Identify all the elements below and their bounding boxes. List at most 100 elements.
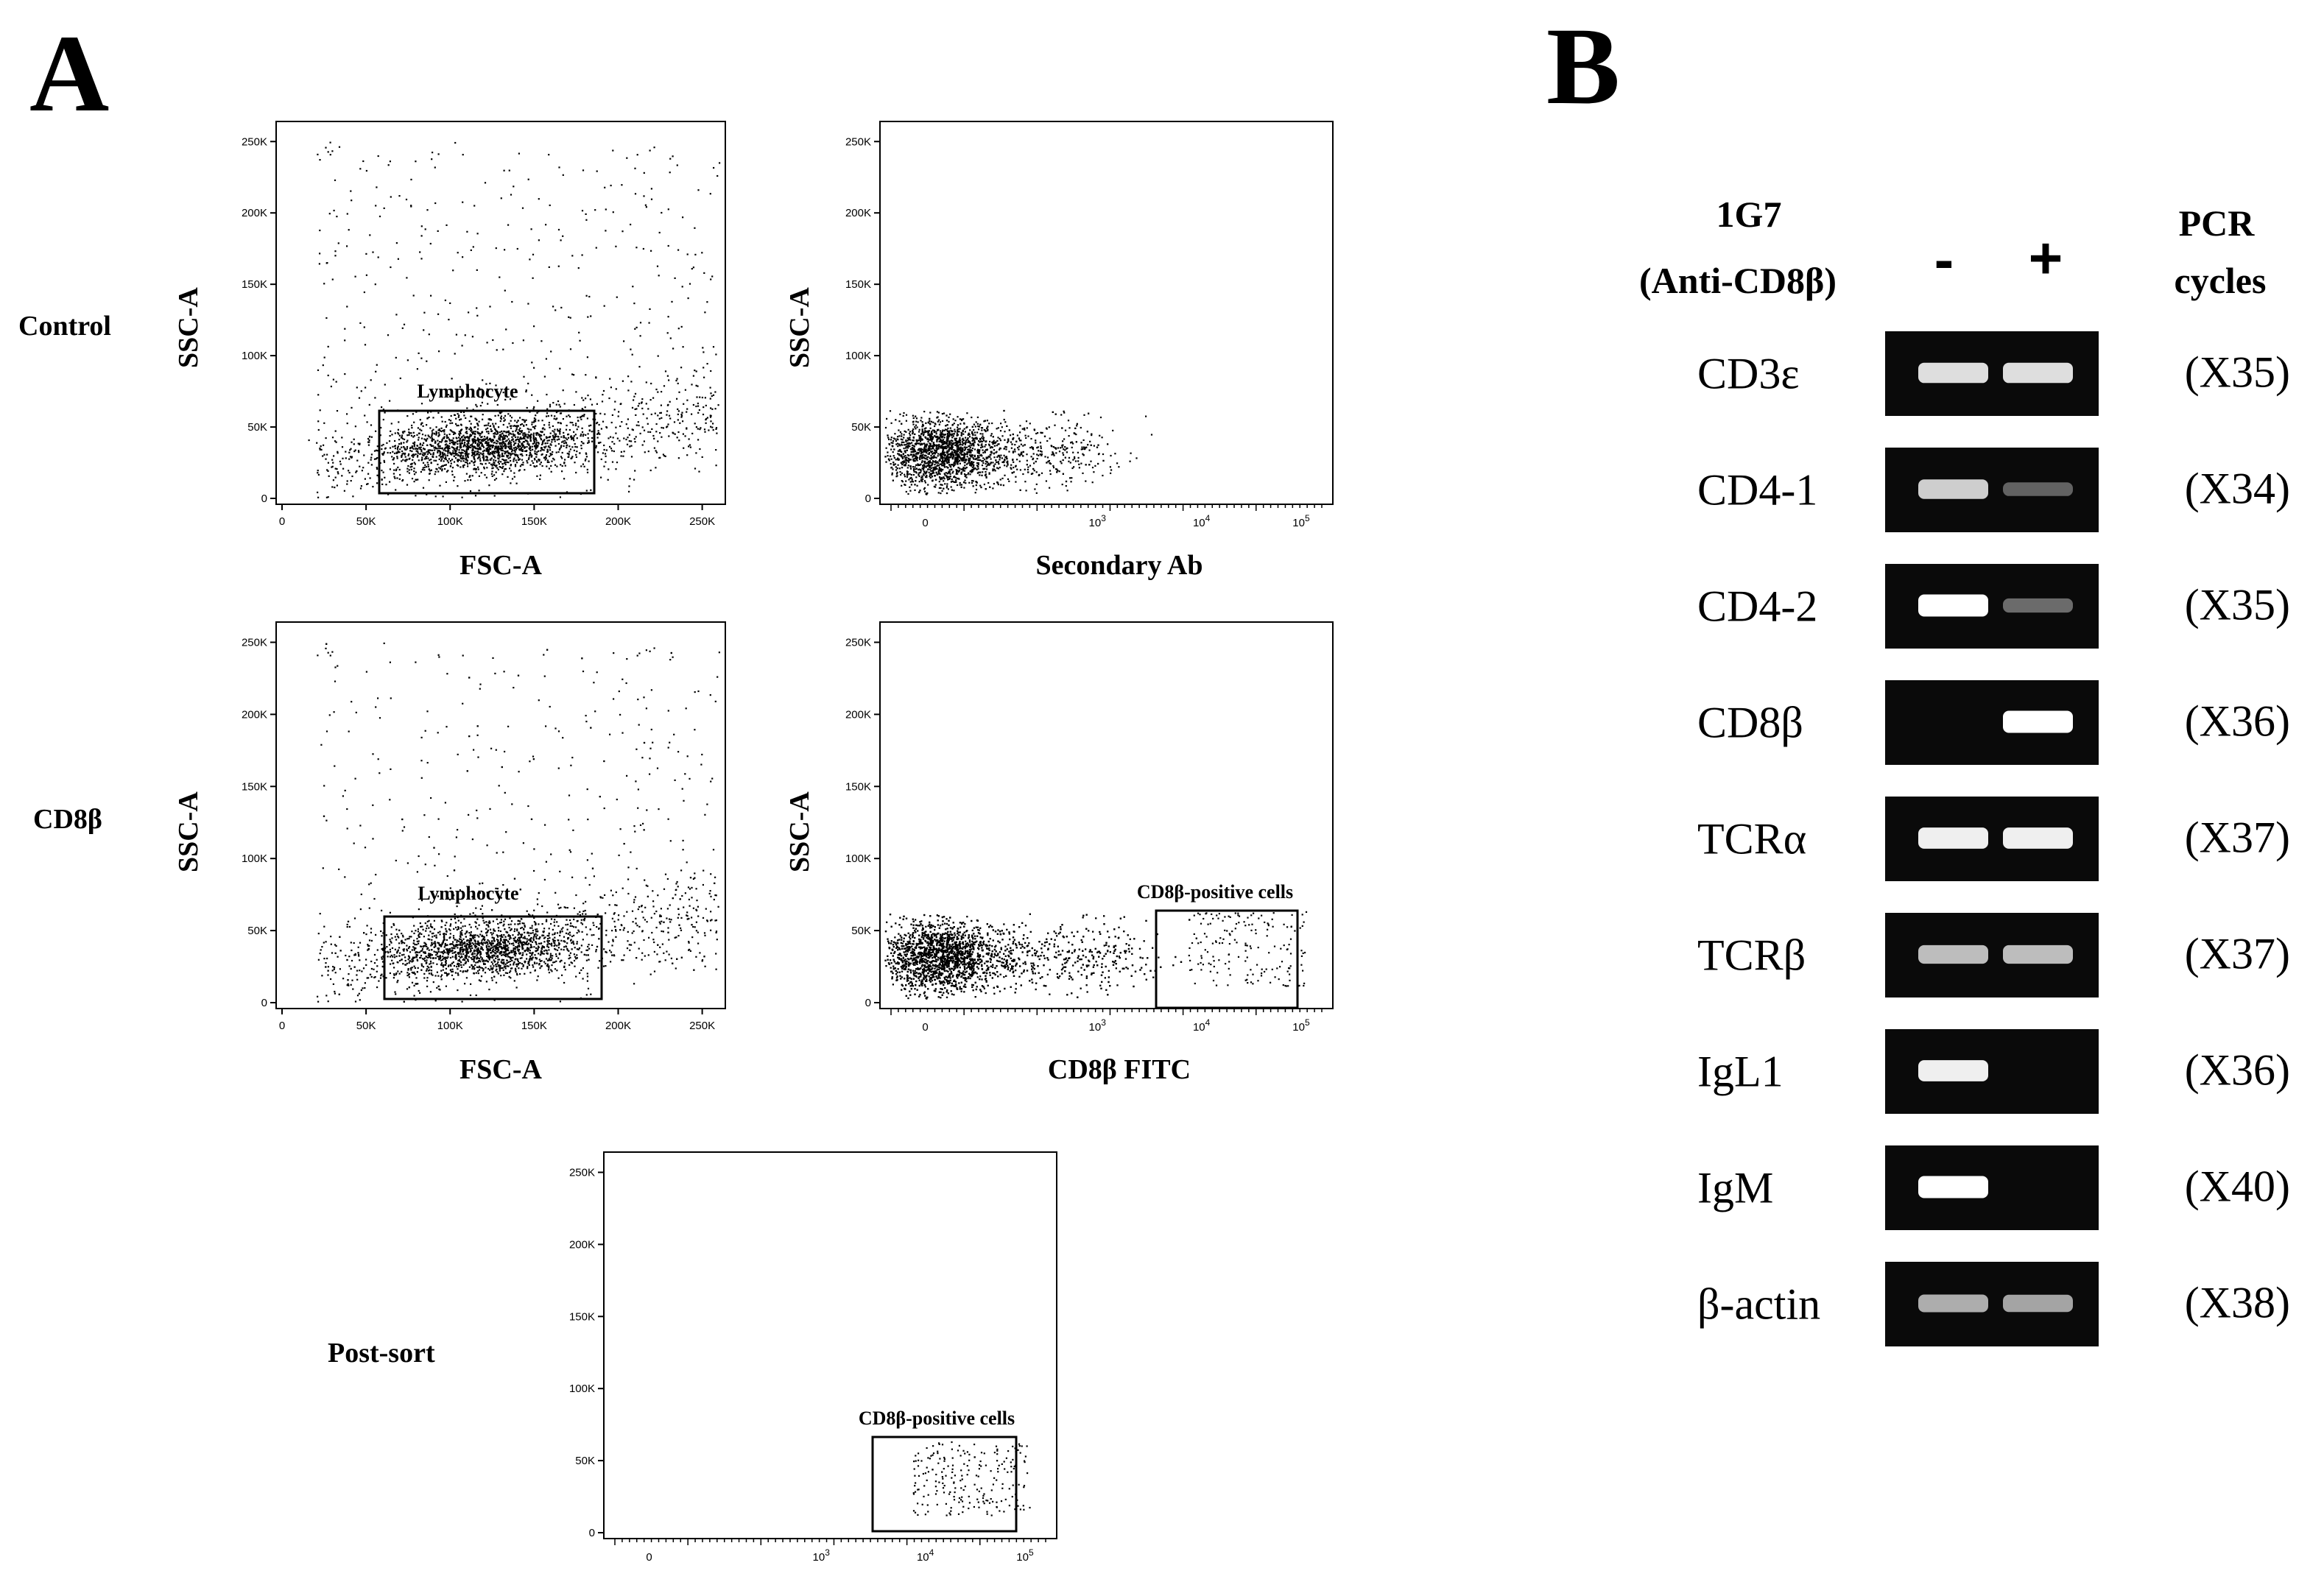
x-axis-label-control-fsc: FSC-A	[459, 550, 542, 581]
gel-cycles-label: (X35)	[2185, 348, 2290, 397]
flow-plot-control-secondary	[879, 121, 1334, 505]
gel-gene-label: TCRβ	[1697, 931, 1806, 980]
gel-band	[2003, 944, 2073, 964]
x-tick-label: 250K	[689, 1020, 715, 1032]
x-tick-label: 50K	[356, 515, 376, 528]
y-tick-label: 50K	[851, 421, 871, 434]
x-tick-label: 250K	[689, 515, 715, 528]
row-label-control: Control	[18, 311, 111, 342]
x-axis-label-cd8b-fitc: CD8β FITC	[1048, 1054, 1191, 1085]
gel-header-cycles: cycles	[2175, 260, 2267, 301]
y-axis-label-cd8b-fsc: SSC-A	[173, 791, 204, 872]
x-tick-label: 150K	[521, 1020, 547, 1032]
gel-band	[1918, 944, 1988, 964]
gel-cycles-label: (X38)	[2185, 1279, 2290, 1327]
y-tick-label: 200K	[242, 207, 267, 219]
gate-label-cd8b-positive: CD8β-positive cells	[1137, 881, 1293, 903]
x-tick-label: 200K	[605, 1020, 631, 1032]
y-tick-label: 150K	[845, 278, 871, 291]
dots-control-secondary	[884, 409, 1153, 495]
y-tick-label: 150K	[242, 780, 267, 793]
y-tick-label: 250K	[845, 636, 871, 649]
x-tick-label: 0	[646, 1551, 652, 1564]
flow-plot-post-sort	[603, 1151, 1057, 1539]
gel-row: CD3ε (X35)	[1697, 331, 2290, 416]
gel-row: IgM (X40)	[1697, 1145, 2290, 1230]
x-axis-label-cd8b-fsc: FSC-A	[459, 1054, 542, 1085]
gel-cycles-label: (X37)	[2185, 813, 2290, 862]
gel-header-pcr: PCR	[2179, 202, 2256, 244]
gel-cycles-label: (X36)	[2185, 697, 2290, 746]
gel-gene-label: β-actin	[1697, 1280, 1820, 1329]
row-label-post-sort: Post-sort	[328, 1338, 435, 1369]
gel-header-plus: +	[2029, 225, 2063, 291]
flow-plot-control-fsc	[275, 121, 726, 505]
gel-band	[2003, 827, 2073, 849]
dots-cd8b-fitc	[884, 911, 1308, 1000]
gel-row: TCRα (X37)	[1697, 797, 2290, 881]
gel-cycles-label: (X35)	[2185, 581, 2290, 629]
gel-row: β-actin (X38)	[1697, 1262, 2290, 1346]
x-tick-label: 105	[1292, 1017, 1310, 1034]
gel-band	[2003, 710, 2073, 733]
x-tick-label: 105	[1016, 1547, 1034, 1564]
y-tick-label: 200K	[242, 708, 267, 721]
x-tick-label: 0	[922, 1021, 928, 1034]
gel-row: TCRβ (X37)	[1697, 913, 2290, 998]
y-tick-label: 100K	[845, 852, 871, 865]
gel-lane-image	[1885, 1145, 2099, 1230]
axis-ticks: 0 50K 100K 150K 200K 250K 0 50K 100K 150K 200K 250K…	[242, 135, 1323, 1564]
y-tick-label: 50K	[247, 925, 267, 937]
gel-header-anti-cd8b: (Anti-CD8β)	[1639, 260, 1837, 301]
x-tick-label: 103	[1089, 513, 1107, 529]
gel-gene-label: TCRα	[1697, 815, 1806, 864]
x-tick-label: 100K	[437, 1020, 463, 1032]
x-tick-label: 103	[1089, 1017, 1107, 1034]
x-tick-label: 100K	[437, 515, 463, 528]
y-tick-label: 0	[865, 997, 871, 1009]
gel-band	[2003, 1294, 2073, 1313]
gel-band	[2003, 362, 2073, 384]
gel-band	[1918, 1060, 1988, 1081]
flow-plot-cd8b-fsc	[275, 621, 726, 1009]
gel-gene-label: CD4-2	[1697, 582, 1817, 631]
y-tick-label: 250K	[242, 636, 267, 649]
gel-row: CD8β (X36)	[1697, 680, 2290, 765]
gel-band	[1918, 1294, 1988, 1313]
y-axis-label-cd8b-fitc: SSC-A	[784, 791, 815, 872]
dots-post-sort	[912, 1441, 1031, 1516]
gate-cd8b-positive	[1155, 909, 1299, 1009]
gel-header-1g7: 1G7	[1716, 194, 1782, 235]
y-tick-label: 200K	[569, 1238, 595, 1251]
y-tick-label: 0	[261, 997, 267, 1009]
gate-post-sort-positive	[871, 1436, 1018, 1533]
gel-cycles-label: (X36)	[2185, 1046, 2290, 1095]
gel-band	[2003, 598, 2073, 613]
y-tick-label: 250K	[242, 135, 267, 148]
x-tick-label: 200K	[605, 515, 631, 528]
panel-a-label: A	[29, 13, 109, 135]
y-tick-label: 0	[589, 1527, 595, 1539]
gel-lane-image	[1885, 1029, 2099, 1114]
panel-b-label: B	[1546, 5, 1620, 127]
gel-row: IgL1 (X36)	[1697, 1029, 2290, 1114]
gel-gene-label: CD4-1	[1697, 466, 1817, 515]
y-tick-label: 200K	[845, 708, 871, 721]
gate-control-lymphocyte	[378, 409, 596, 495]
y-tick-label: 0	[261, 492, 267, 505]
x-tick-label: 0	[279, 1020, 285, 1032]
gate-label-post-sort-positive: CD8β-positive cells	[859, 1408, 1015, 1429]
x-tick-label: 0	[922, 517, 928, 529]
x-tick-label: 0	[279, 515, 285, 528]
y-tick-label: 200K	[845, 207, 871, 219]
row-label-cd8b: CD8β	[33, 804, 102, 835]
gel-gene-label: CD8β	[1697, 699, 1803, 747]
y-tick-label: 150K	[242, 278, 267, 291]
gel-gene-label: CD3ε	[1697, 350, 1800, 398]
gel-gene-label: IgL1	[1697, 1048, 1784, 1096]
gel-band	[1918, 594, 1988, 617]
y-tick-label: 50K	[851, 925, 871, 937]
y-tick-label: 100K	[242, 350, 267, 362]
x-tick-label: 103	[813, 1547, 831, 1564]
gel-cycles-label: (X37)	[2185, 930, 2290, 978]
